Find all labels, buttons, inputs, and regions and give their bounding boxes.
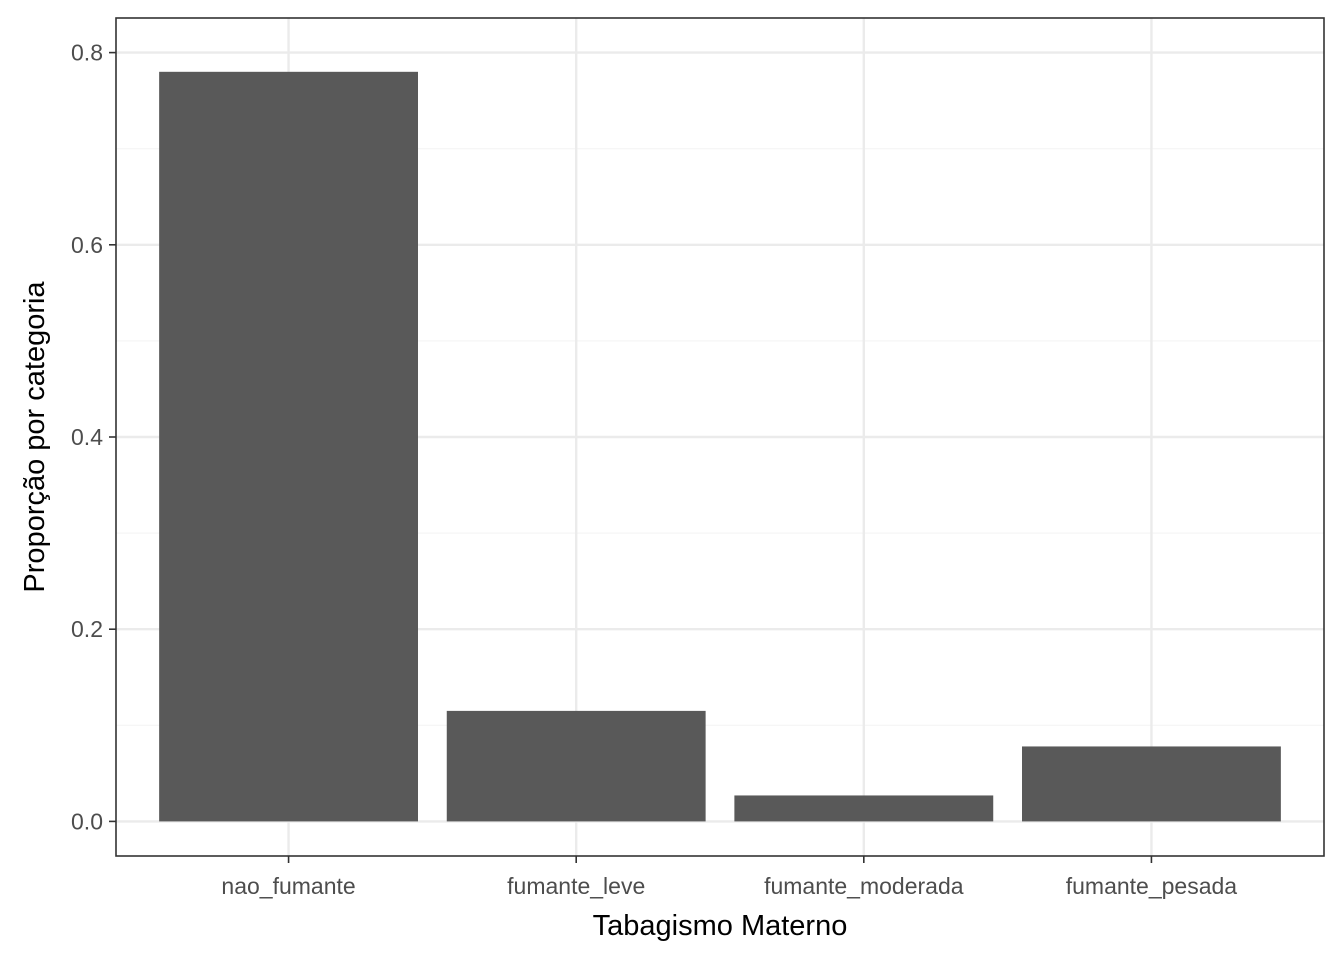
bars xyxy=(159,71,1281,822)
y-axis-title: Proporção por categoria xyxy=(19,281,51,593)
x-tick-label: fumante_pesada xyxy=(1066,873,1238,899)
x-tick-label: nao_fumante xyxy=(221,873,355,899)
y-tick-label: 0.6 xyxy=(71,232,103,258)
y-tick-label: 0.4 xyxy=(71,424,103,450)
y-axis: 0.0 0.2 0.4 0.6 0.8 xyxy=(71,40,116,834)
y-tick-label: 0.0 xyxy=(71,808,103,834)
x-axis-title: Tabagismo Materno xyxy=(593,910,848,942)
y-tick-label: 0.8 xyxy=(71,40,103,66)
x-axis: nao_fumante fumante_leve fumante_moderada f… xyxy=(221,856,1237,899)
bar-fumante-moderada xyxy=(734,795,994,822)
y-tick-label: 0.2 xyxy=(71,616,103,642)
x-tick-label: fumante_leve xyxy=(507,873,645,899)
x-tick-label: fumante_moderada xyxy=(764,873,964,899)
bar-fumante-leve xyxy=(446,710,706,822)
bar-fumante-pesada xyxy=(1022,746,1281,822)
bar-nao-fumante xyxy=(159,71,418,822)
